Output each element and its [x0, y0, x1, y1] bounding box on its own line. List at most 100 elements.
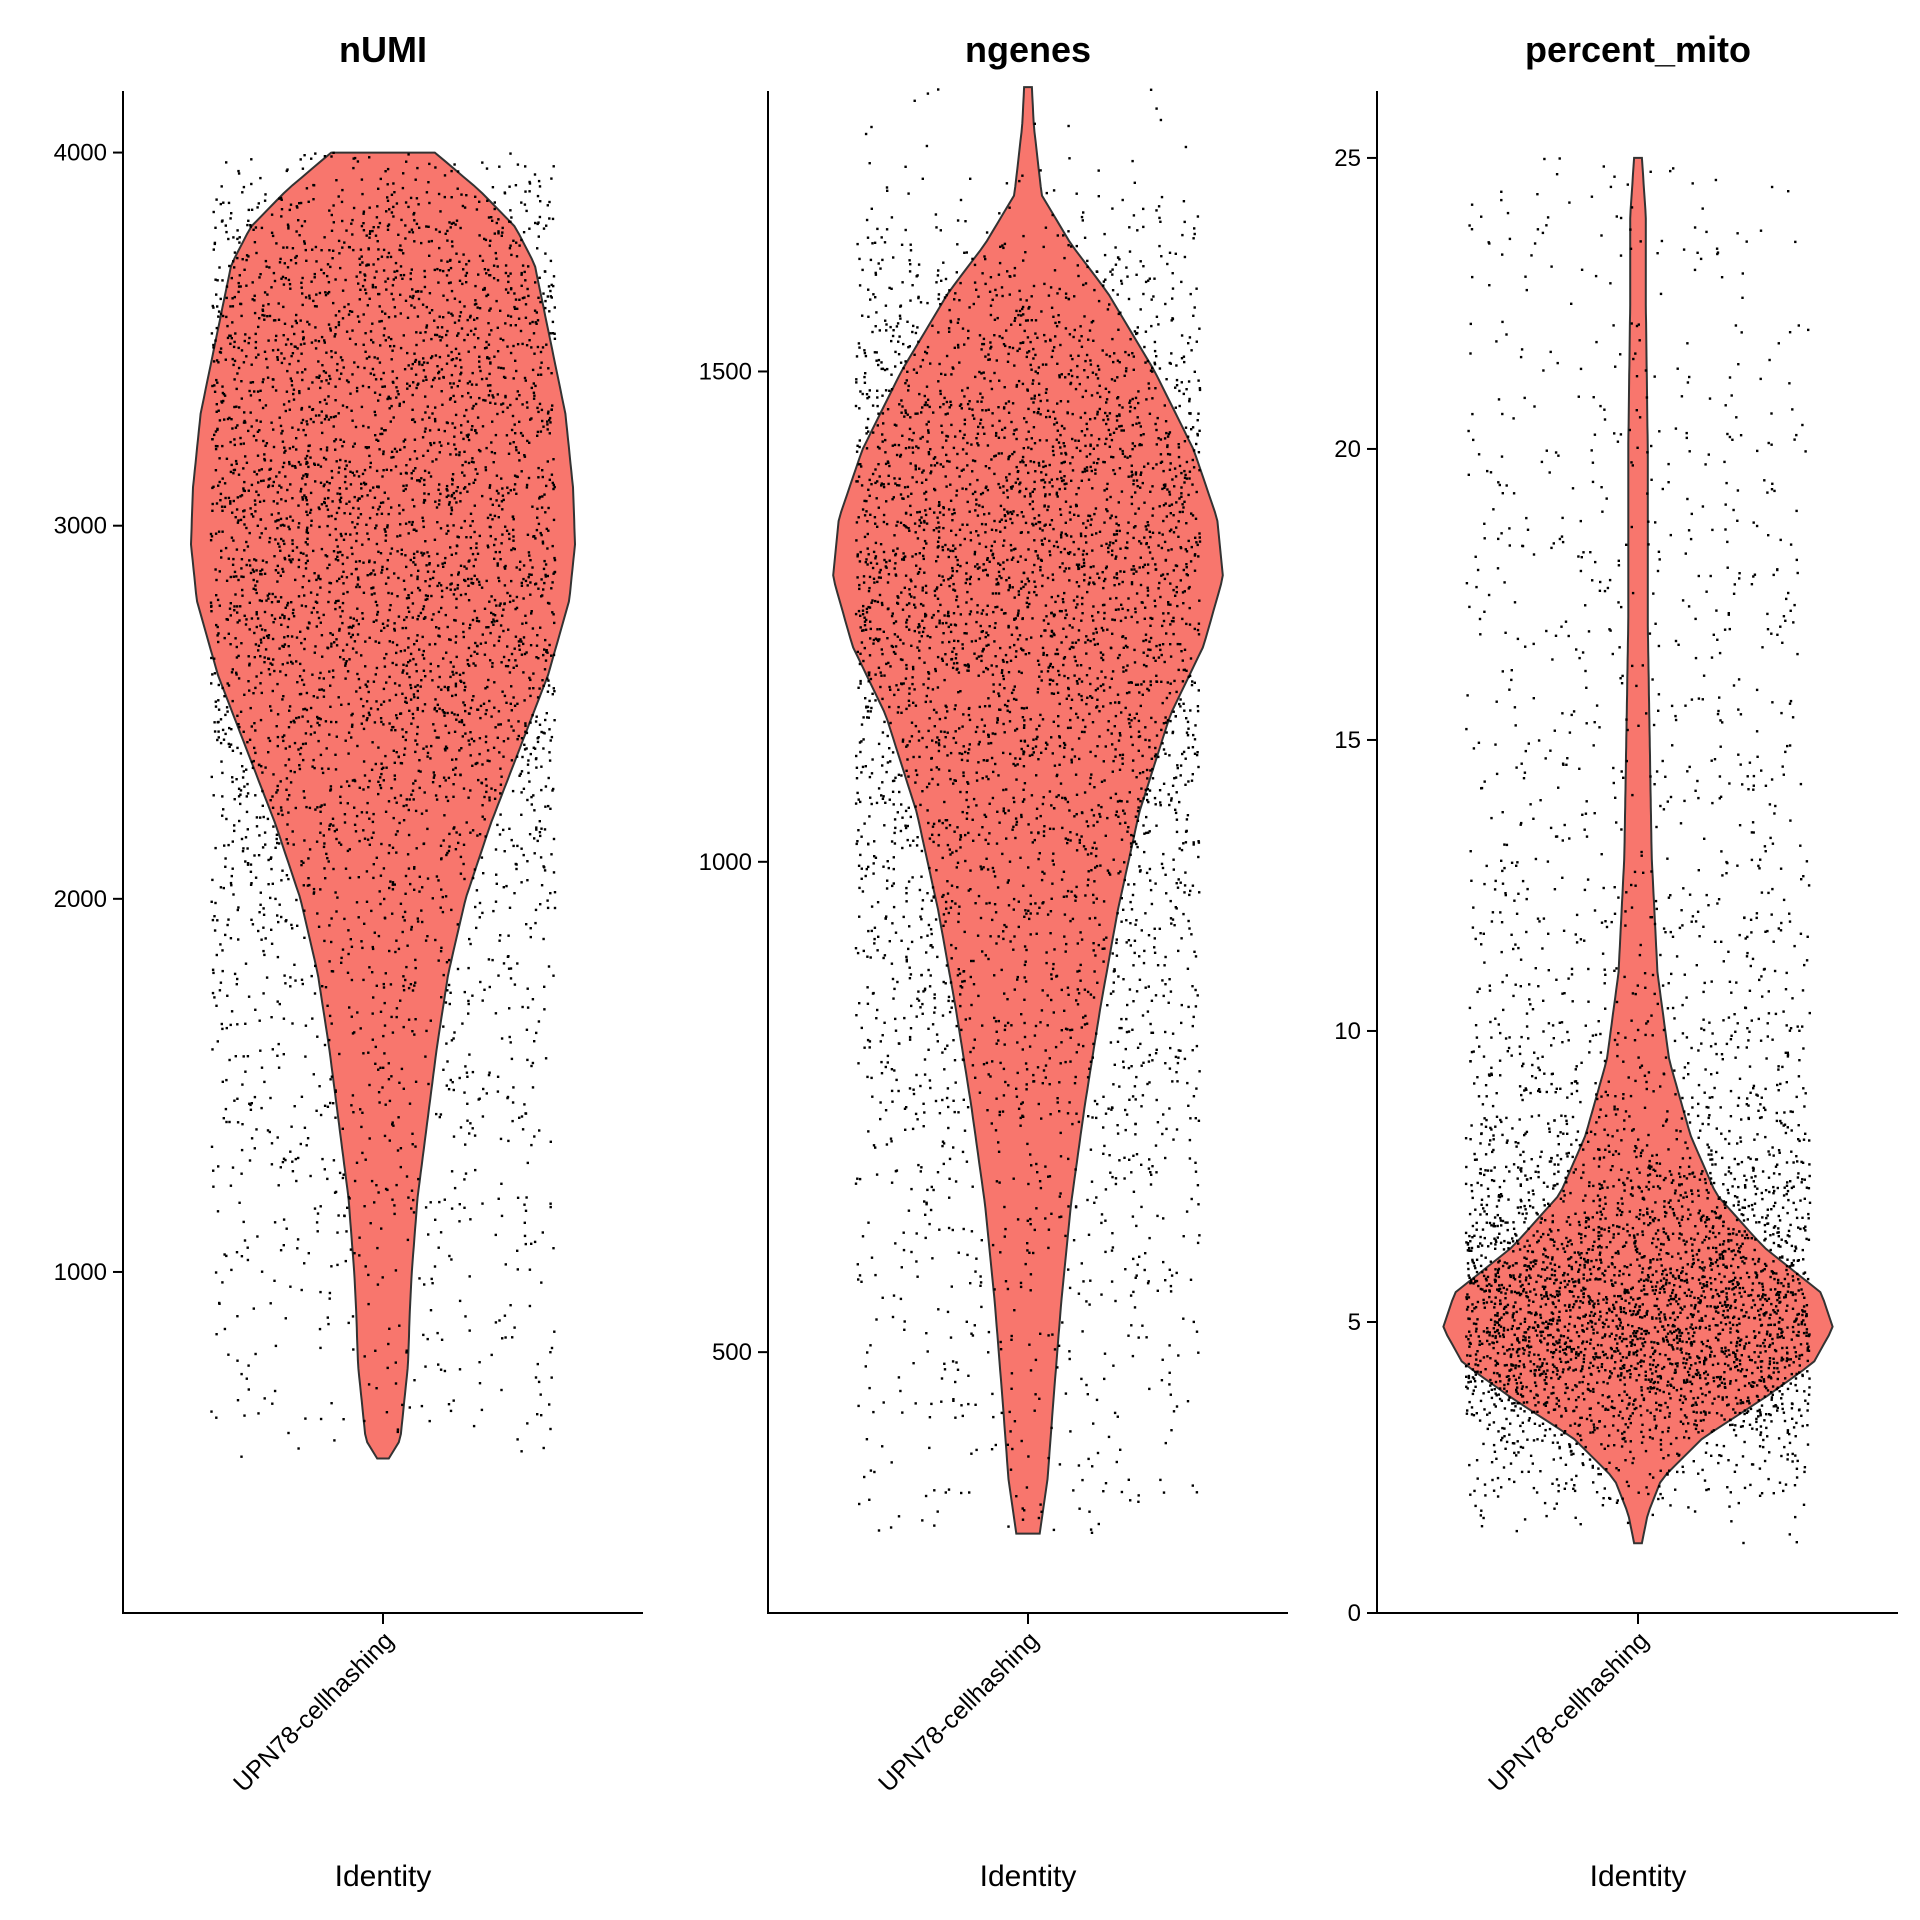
data-point — [546, 428, 549, 431]
data-point — [489, 307, 492, 310]
data-point — [399, 472, 403, 475]
data-point — [489, 389, 492, 393]
data-point — [547, 776, 550, 780]
data-point — [424, 395, 427, 398]
data-point — [337, 506, 341, 510]
data-point — [404, 874, 408, 878]
data-point — [369, 330, 373, 333]
data-point — [258, 276, 261, 279]
data-point — [383, 1052, 386, 1055]
data-point — [453, 618, 456, 622]
data-point — [399, 794, 403, 797]
data-point — [356, 672, 359, 676]
data-point — [221, 1027, 224, 1031]
data-point — [306, 543, 309, 546]
data-point — [218, 570, 221, 573]
data-point — [309, 733, 313, 736]
data-point — [246, 863, 250, 866]
data-point — [919, 521, 923, 524]
data-point — [1168, 493, 1172, 496]
data-point — [413, 438, 417, 441]
data-point — [214, 447, 218, 451]
data-point — [514, 607, 517, 611]
data-point — [971, 459, 975, 462]
data-point — [516, 844, 519, 848]
data-point — [237, 285, 241, 288]
data-point — [1080, 698, 1084, 702]
data-point — [382, 371, 385, 375]
data-point — [299, 692, 303, 696]
data-point — [476, 834, 479, 837]
data-point — [402, 508, 405, 512]
data-point — [445, 747, 449, 750]
data-point — [541, 346, 545, 349]
data-point — [390, 292, 393, 296]
data-point — [529, 935, 532, 939]
data-point — [458, 833, 462, 836]
data-point — [1080, 335, 1083, 338]
data-point — [377, 226, 380, 229]
data-point — [443, 1198, 446, 1201]
data-point — [416, 575, 419, 578]
data-point — [270, 213, 274, 216]
data-point — [249, 394, 253, 397]
data-point — [383, 385, 386, 388]
data-point — [375, 469, 379, 473]
data-point — [465, 434, 469, 437]
data-point — [265, 442, 269, 445]
data-point — [382, 982, 385, 986]
data-point — [903, 586, 906, 589]
data-point — [423, 483, 426, 486]
data-point — [553, 485, 556, 489]
data-point — [484, 399, 487, 402]
data-point — [305, 420, 308, 423]
data-point — [456, 334, 459, 337]
data-point — [287, 554, 291, 557]
data-point — [249, 225, 252, 228]
data-point — [532, 397, 536, 400]
data-point — [421, 886, 424, 889]
data-point — [393, 191, 396, 194]
data-point — [459, 564, 463, 567]
data-point — [551, 481, 554, 485]
data-point — [414, 1145, 417, 1148]
data-point — [233, 340, 236, 344]
data-point — [214, 469, 218, 472]
data-point — [303, 936, 306, 939]
data-point — [390, 506, 393, 509]
data-point — [546, 204, 549, 207]
data-point — [407, 661, 410, 664]
data-point — [220, 760, 223, 763]
data-point — [407, 1196, 410, 1199]
data-point — [341, 445, 344, 448]
data-point — [211, 878, 214, 882]
data-point — [243, 419, 246, 423]
data-point — [507, 934, 510, 937]
data-point — [465, 1071, 469, 1074]
data-point — [413, 420, 417, 424]
data-point — [532, 672, 535, 675]
data-point — [432, 723, 435, 726]
data-point — [221, 509, 224, 512]
data-point — [366, 680, 370, 683]
data-point — [247, 995, 251, 998]
data-point — [439, 269, 442, 272]
data-point — [224, 496, 227, 500]
data-point — [1185, 477, 1188, 480]
data-point — [338, 487, 341, 490]
data-point — [488, 309, 491, 312]
data-point — [219, 202, 222, 206]
data-point — [406, 1238, 410, 1242]
data-point — [271, 234, 275, 238]
data-point — [417, 769, 420, 773]
data-point — [520, 791, 523, 794]
data-point — [1176, 642, 1179, 646]
data-point — [236, 496, 239, 499]
data-point — [271, 882, 274, 885]
data-point — [454, 693, 457, 697]
data-point — [235, 387, 238, 391]
data-point — [311, 408, 314, 411]
data-point — [427, 225, 430, 228]
data-point — [284, 1158, 287, 1162]
data-point — [986, 604, 989, 607]
